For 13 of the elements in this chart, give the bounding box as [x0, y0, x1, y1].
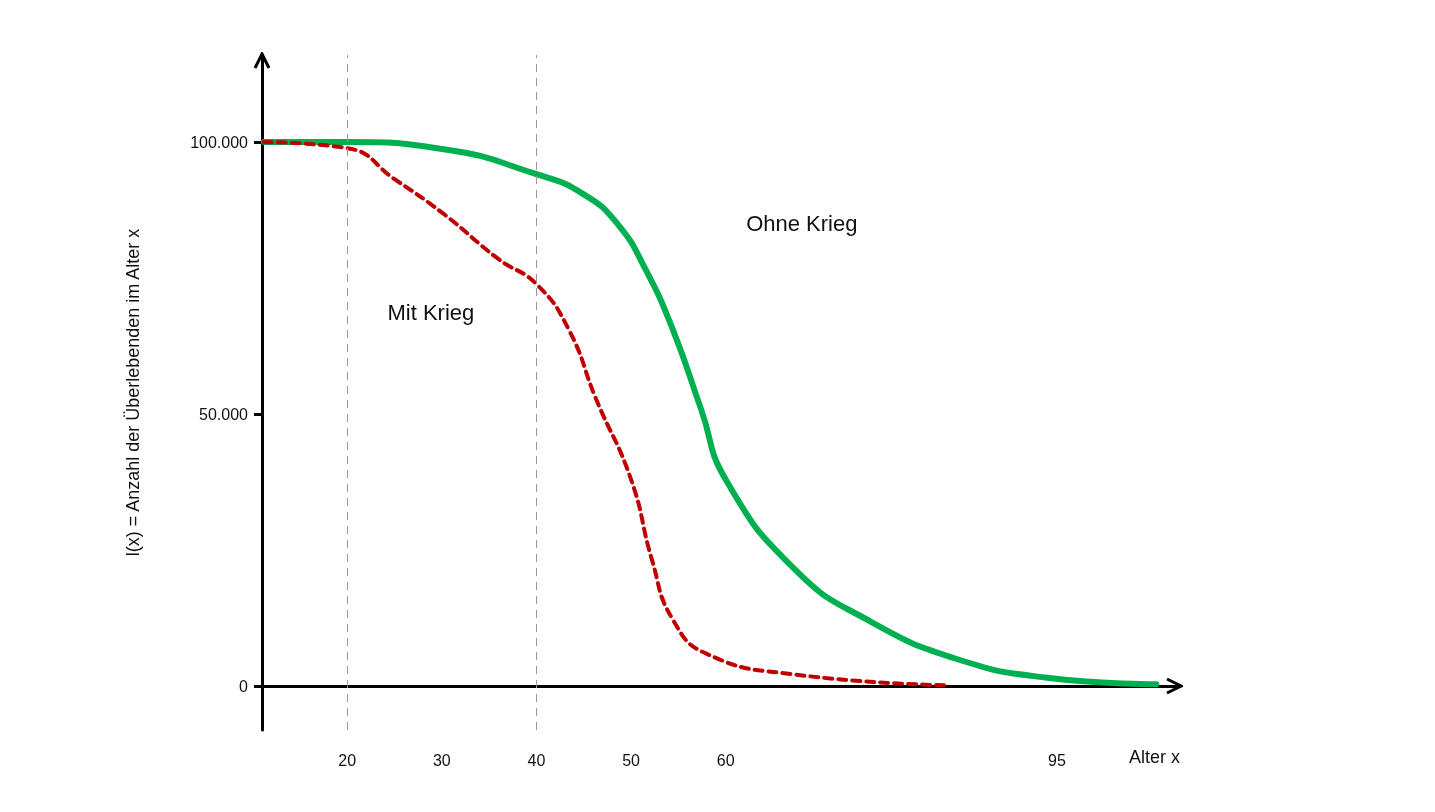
x-tick-label: 50	[622, 751, 641, 769]
x-tick-label: 20	[338, 751, 357, 769]
x-tick-label: 30	[432, 751, 451, 769]
y-tick-label: 100.000	[190, 133, 249, 151]
annotation: Mit Krieg	[387, 300, 475, 327]
annotation: Ohne Krieg	[746, 211, 858, 238]
y-tick-label: 50.000	[199, 405, 249, 423]
x-tick-label: 40	[527, 751, 546, 769]
y-tick-label: 0	[239, 677, 249, 695]
y-axis-title: l(x) = Anzahl der Überlebenden im Alter x	[123, 228, 143, 557]
x-axis-title: Alter x	[1128, 747, 1180, 768]
x-tick-label: 95	[1048, 751, 1066, 769]
x-tick-label: 60	[716, 751, 735, 769]
